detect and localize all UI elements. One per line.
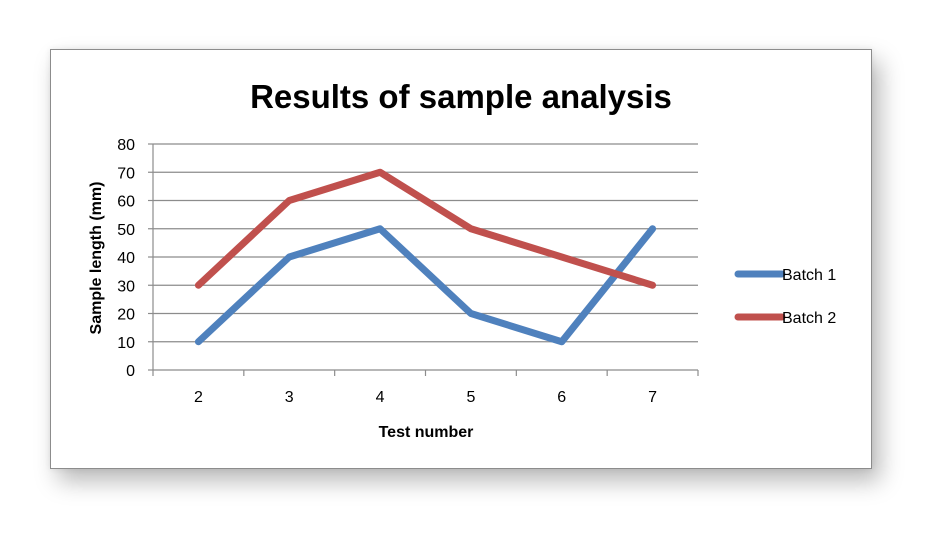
legend: Batch 1 Batch 2 [734,267,836,327]
y-tick-labels: 0 10 20 30 40 50 60 70 80 [117,137,135,380]
y-tick-label: 20 [117,307,135,324]
x-tick-label: 7 [648,389,657,406]
y-axis-title: Sample length (mm) [88,182,105,335]
series-line-2 [194,168,657,289]
chart-title: Results of sample analysis [250,78,672,115]
x-tick-label: 6 [557,389,566,406]
y-tick-label: 60 [117,194,135,211]
x-tick-label: 3 [285,389,294,406]
y-tick-label: 70 [117,165,135,182]
legend-label-1: Batch 1 [782,267,836,284]
y-tick-label: 80 [117,137,135,154]
x-tick-labels: 2 3 4 5 6 7 [194,389,657,406]
legend-label-2: Batch 2 [782,310,836,327]
axes [148,143,699,376]
x-tick-label: 5 [466,389,475,406]
y-tick-label: 0 [126,363,135,380]
y-tick-label: 10 [117,335,135,352]
chart-frame [50,49,872,469]
x-tick-label: 4 [376,389,385,406]
y-tick-label: 30 [117,278,135,295]
series-lines [194,168,657,346]
x-tick-label: 2 [194,389,203,406]
y-tick-label: 40 [117,250,135,267]
x-axis-title: Test number [379,424,474,441]
y-tick-label: 50 [117,222,135,239]
series-line-1 [194,225,657,346]
